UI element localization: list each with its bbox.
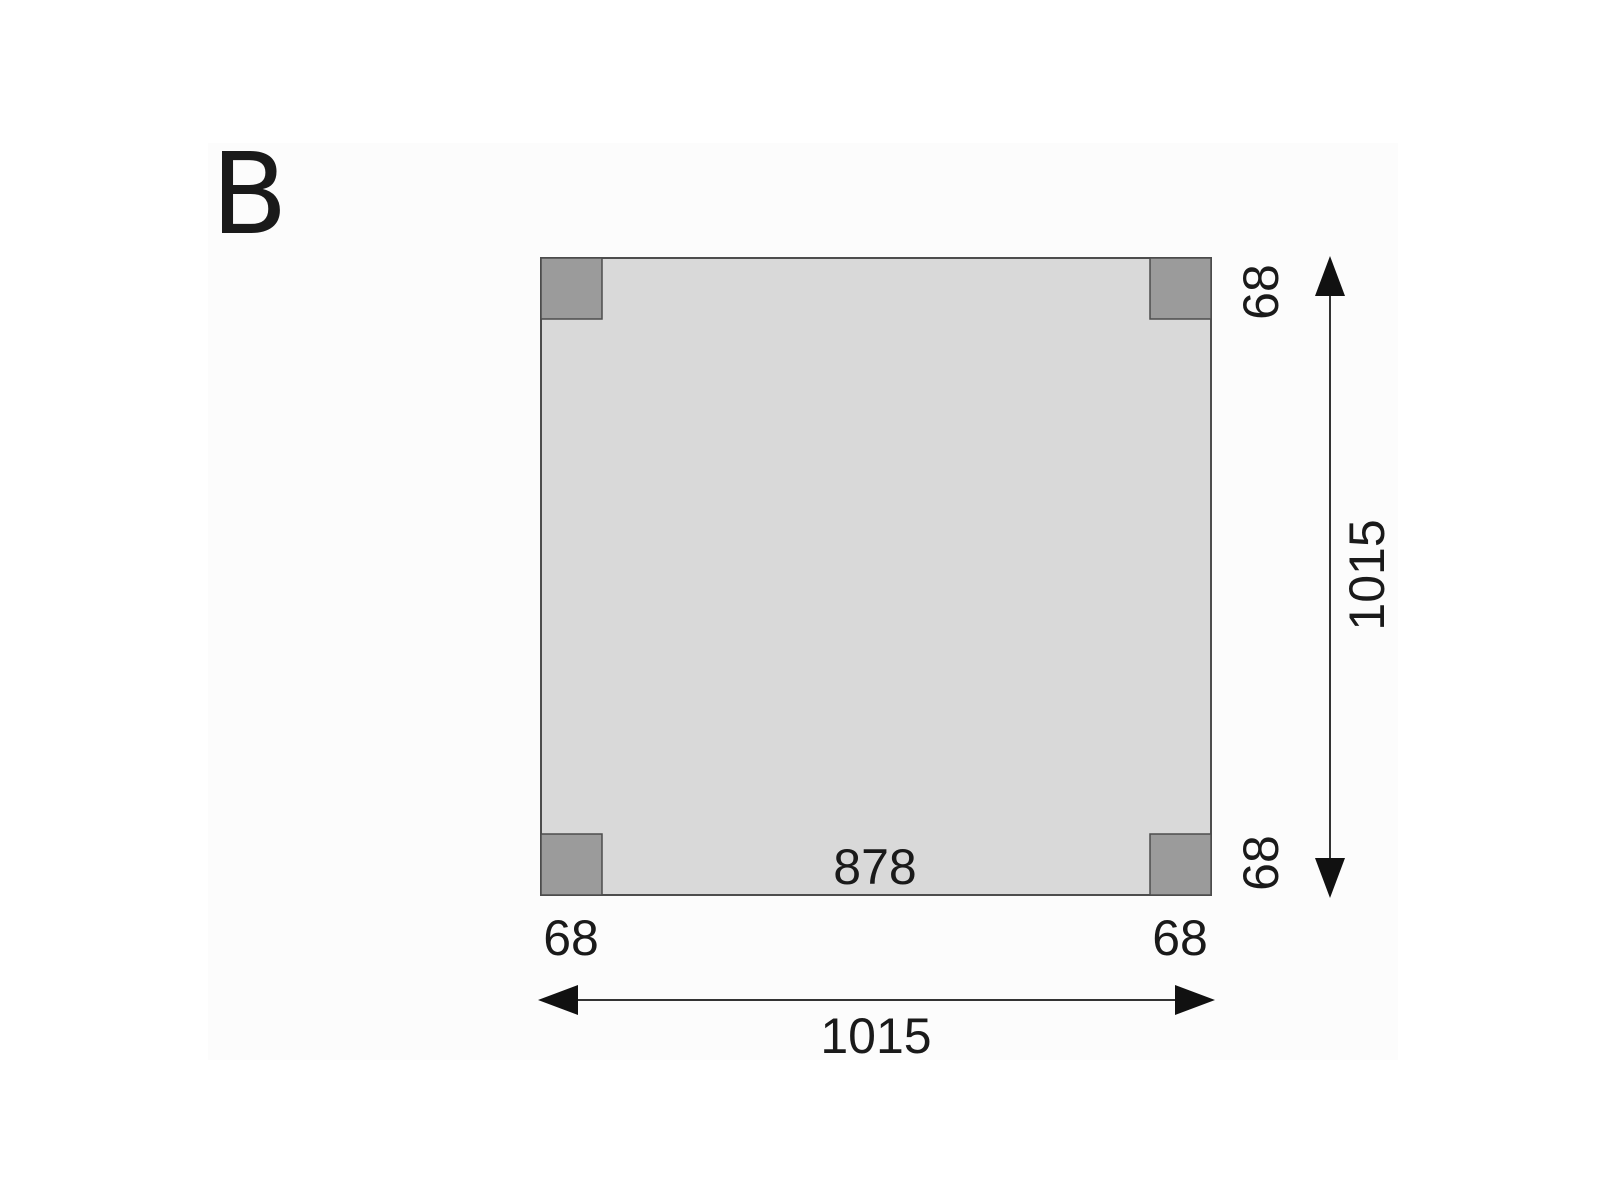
overall-depth-arrow	[1315, 256, 1345, 898]
inner-width-label: 878	[833, 839, 916, 895]
post-width-label-left: 68	[543, 910, 599, 966]
overall-depth-label: 1015	[1339, 519, 1395, 630]
arrowhead-up-icon	[1315, 256, 1345, 296]
overall-width-arrow	[538, 985, 1215, 1015]
panel-label: B	[211, 130, 288, 260]
post-bottom-right	[1149, 833, 1212, 896]
post-top-right	[1149, 257, 1212, 320]
overall-width-label: 1015	[820, 1008, 931, 1064]
arrowhead-right-icon	[1175, 985, 1215, 1015]
floor-area	[540, 257, 1212, 896]
post-depth-label-top: 68	[1233, 264, 1289, 320]
post-width-label-right: 68	[1152, 910, 1208, 966]
post-top-left	[540, 257, 603, 320]
arrowhead-left-icon	[538, 985, 578, 1015]
arrowhead-down-icon	[1315, 858, 1345, 898]
post-depth-label-bottom: 68	[1233, 835, 1289, 891]
post-bottom-left	[540, 833, 603, 896]
